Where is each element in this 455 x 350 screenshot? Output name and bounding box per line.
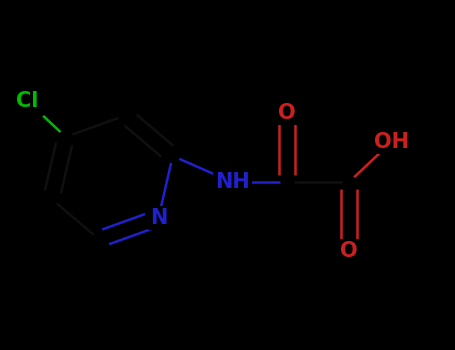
Text: Cl: Cl bbox=[16, 91, 39, 111]
Text: OH: OH bbox=[374, 132, 409, 152]
Text: O: O bbox=[340, 241, 358, 261]
Text: N: N bbox=[150, 208, 167, 228]
Text: O: O bbox=[278, 103, 296, 123]
Text: NH: NH bbox=[215, 172, 250, 192]
